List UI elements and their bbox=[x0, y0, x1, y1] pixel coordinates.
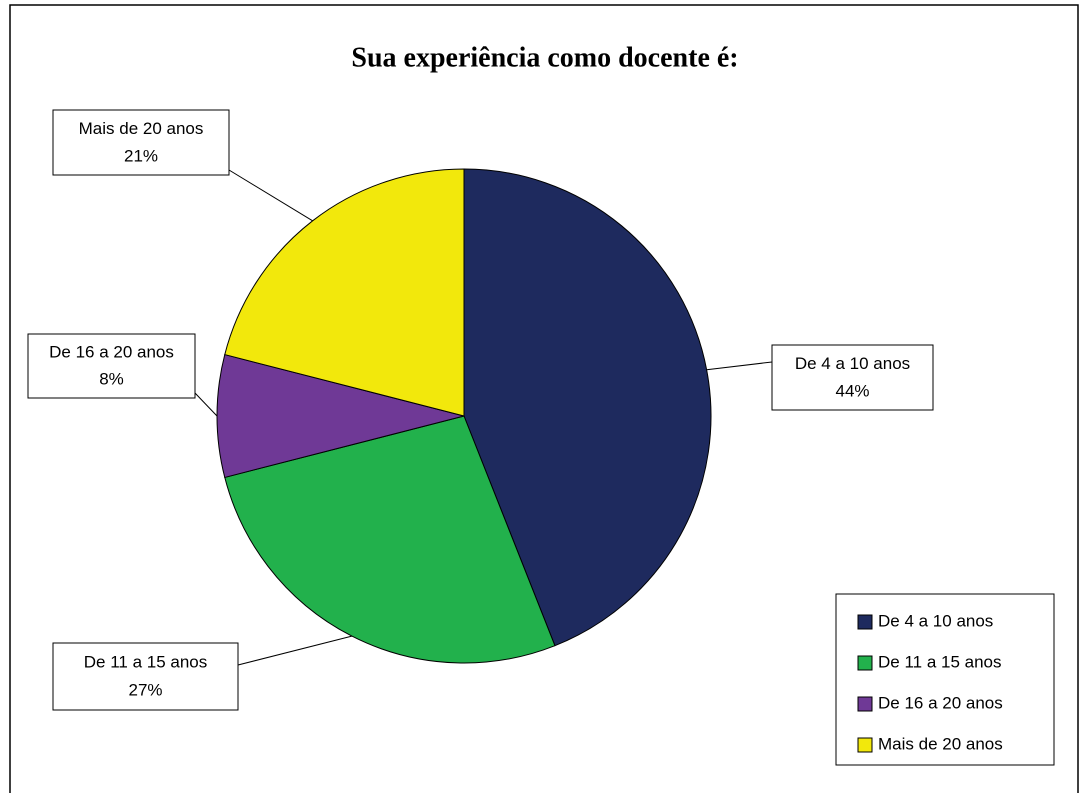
leader-line bbox=[706, 361, 773, 371]
data-label-box bbox=[52, 109, 230, 176]
legend-swatch bbox=[857, 655, 873, 671]
legend-label: De 11 a 15 anos bbox=[878, 652, 1002, 671]
pie-slice bbox=[463, 168, 712, 647]
leader-line bbox=[228, 169, 313, 222]
legend-swatch bbox=[857, 614, 873, 630]
leader-line bbox=[237, 635, 352, 666]
data-label-value: 21% bbox=[124, 146, 158, 165]
legend-label: Mais de 20 anos bbox=[878, 734, 1003, 753]
data-label-category: De 4 a 10 anos bbox=[795, 354, 910, 373]
data-label-box bbox=[27, 333, 196, 399]
legend-box bbox=[835, 593, 1055, 766]
data-label-category: De 11 a 15 anos bbox=[84, 653, 208, 672]
legend-label: De 4 a 10 anos bbox=[878, 611, 993, 630]
data-label-category: Mais de 20 anos bbox=[79, 119, 204, 138]
legend-swatch bbox=[857, 696, 873, 712]
pie-slice bbox=[216, 353, 465, 479]
chart-title: Sua experiência como docente é: bbox=[351, 42, 738, 73]
data-label-box bbox=[771, 344, 934, 411]
legend-swatch bbox=[857, 737, 873, 753]
data-label-value: 44% bbox=[835, 381, 869, 400]
data-label-value: 8% bbox=[99, 370, 124, 389]
data-label-value: 27% bbox=[128, 681, 162, 700]
data-label-category: De 16 a 20 anos bbox=[49, 343, 174, 362]
pie-slice bbox=[224, 168, 465, 417]
legend-label: De 16 a 20 anos bbox=[878, 693, 1003, 712]
data-label-box bbox=[52, 642, 239, 711]
leader-line bbox=[194, 392, 218, 417]
